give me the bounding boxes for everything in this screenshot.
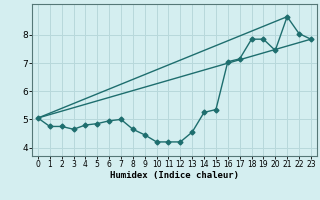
X-axis label: Humidex (Indice chaleur): Humidex (Indice chaleur) (110, 171, 239, 180)
